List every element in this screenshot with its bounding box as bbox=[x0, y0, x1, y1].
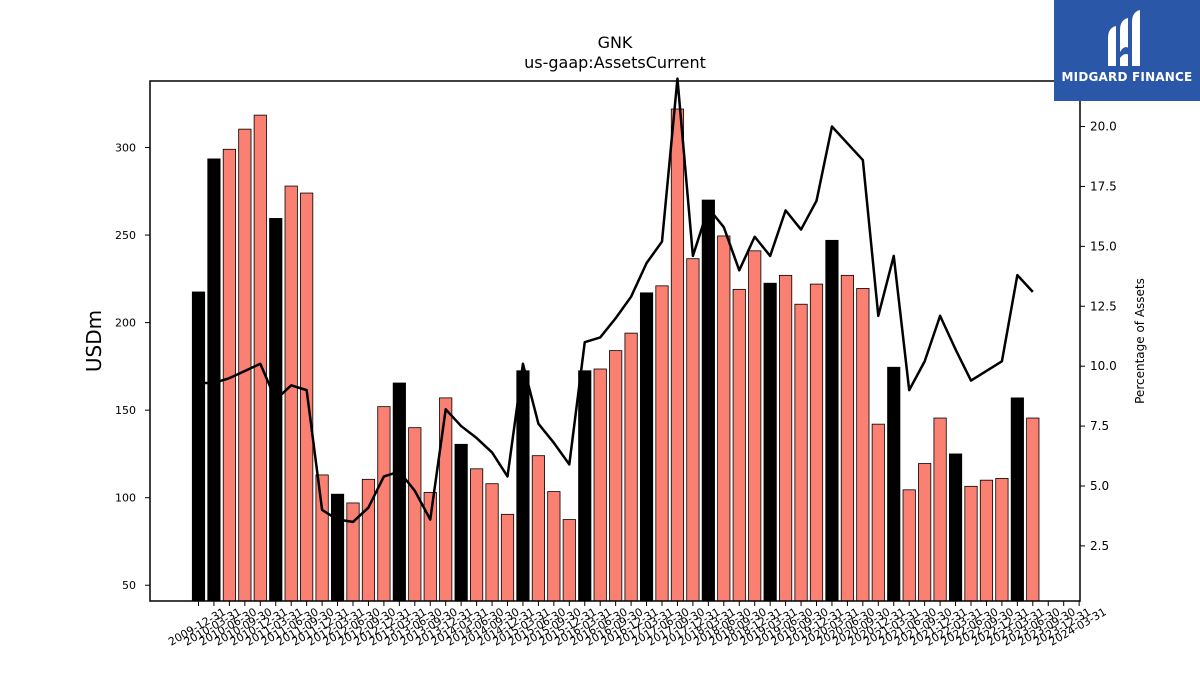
bar-2011-06-30 bbox=[284, 185, 298, 602]
y2-tick-label: 2.5 bbox=[1090, 539, 1109, 553]
y2-tick-label: 10.0 bbox=[1090, 359, 1117, 373]
plot-frame bbox=[149, 80, 1081, 602]
bar-2018-09-30 bbox=[732, 288, 746, 602]
bar-2015-12-31 bbox=[562, 519, 576, 602]
y2-tick-label: 15.0 bbox=[1090, 239, 1117, 253]
chart-title: GNK bbox=[598, 33, 633, 52]
y2-tick-label: 12.5 bbox=[1090, 299, 1117, 313]
bar-2015-06-30 bbox=[531, 455, 545, 602]
y2-tick-label: 5.0 bbox=[1090, 479, 1109, 493]
bar-2019-06-30 bbox=[779, 274, 793, 602]
bar-2013-09-30 bbox=[423, 492, 437, 602]
bar-2016-06-30 bbox=[593, 368, 607, 602]
bar-2022-12-31 bbox=[995, 478, 1009, 602]
bar-2020-03-31 bbox=[825, 239, 839, 602]
bar-2017-09-30 bbox=[670, 108, 685, 602]
y2-tick-label: 7.5 bbox=[1090, 419, 1109, 433]
bar-2022-09-30 bbox=[979, 479, 994, 602]
bar-2014-03-31 bbox=[454, 443, 468, 602]
bar-2017-12-31 bbox=[686, 258, 700, 602]
bar-2013-03-31 bbox=[392, 382, 406, 602]
y2-tick-label: 17.5 bbox=[1090, 179, 1117, 193]
bar-2010-09-30 bbox=[238, 128, 252, 602]
brand-logo: MIDGARD FINANCE bbox=[1054, 0, 1200, 101]
bar-2017-06-30 bbox=[655, 285, 669, 602]
y-tick-label: 150 bbox=[115, 404, 136, 417]
bar-2009-12-31 bbox=[191, 291, 206, 602]
bar-2014-09-30 bbox=[485, 483, 499, 602]
y-tick-label: 50 bbox=[122, 579, 136, 592]
bar-2021-09-30 bbox=[918, 463, 932, 602]
brand-name: MIDGARD FINANCE bbox=[1061, 70, 1193, 84]
bar-2010-12-31 bbox=[253, 114, 267, 602]
bar-2013-12-31 bbox=[439, 397, 453, 602]
bar-2018-03-31 bbox=[701, 199, 715, 602]
bar-2011-12-31 bbox=[315, 474, 329, 602]
bar-2020-09-30 bbox=[856, 288, 870, 602]
bar-2021-12-31 bbox=[933, 417, 947, 602]
y-tick-label: 300 bbox=[115, 142, 136, 155]
y2-axis-label: Percentage of Assets bbox=[1133, 278, 1147, 404]
y-tick-label: 250 bbox=[115, 229, 136, 242]
bar-2014-06-30 bbox=[470, 468, 484, 602]
ratio-line-layer bbox=[198, 77, 1034, 524]
bar-2020-06-30 bbox=[840, 274, 854, 602]
y2-tick-label: 20.0 bbox=[1090, 120, 1117, 134]
bar-2016-12-31 bbox=[624, 332, 638, 602]
bar-2013-06-30 bbox=[408, 427, 422, 602]
midgard-logo-icon bbox=[1108, 10, 1140, 66]
y-axis-label: USDm bbox=[82, 310, 106, 372]
bar-2019-09-30 bbox=[794, 303, 808, 602]
bar-2015-09-30 bbox=[547, 491, 561, 602]
x-axis: 2009-12-312010-03-312010-06-302010-09-30… bbox=[166, 601, 1109, 649]
bar-2017-03-31 bbox=[639, 292, 654, 602]
y-axis-right: 2.5 5.0 7.5 10.0 12.5 15.0 17.5 20.0 bbox=[1080, 120, 1117, 553]
bar-2023-03-31 bbox=[1010, 397, 1024, 602]
bar-2011-03-31 bbox=[269, 218, 283, 602]
bar-2014-12-31 bbox=[500, 513, 515, 602]
bar-2018-06-30 bbox=[717, 235, 731, 602]
bar-2021-06-30 bbox=[902, 489, 916, 602]
bar-2019-12-31 bbox=[809, 283, 824, 602]
bars bbox=[191, 108, 1040, 602]
bar-2018-12-31 bbox=[748, 250, 762, 602]
y-tick-label: 200 bbox=[115, 317, 136, 330]
bar-2021-03-31 bbox=[887, 366, 901, 602]
bar-2010-03-31 bbox=[207, 158, 221, 602]
bar-2022-03-31 bbox=[948, 453, 963, 602]
bar-2019-03-31 bbox=[763, 282, 777, 602]
bar-2022-06-30 bbox=[964, 485, 978, 602]
bar-2012-12-31 bbox=[377, 406, 391, 602]
bar-2020-12-31 bbox=[871, 423, 885, 602]
bar-2015-03-31 bbox=[516, 370, 530, 602]
chart-subtitle: us-gaap:AssetsCurrent bbox=[524, 53, 706, 72]
y-tick-label: 100 bbox=[115, 492, 136, 505]
percentage-line bbox=[198, 77, 1034, 524]
y-axis-left: 50 100 150 200 250 300 bbox=[115, 142, 150, 592]
bar-2012-03-31 bbox=[330, 493, 345, 602]
bar-2016-09-30 bbox=[609, 350, 623, 602]
bar-2016-03-31 bbox=[578, 370, 592, 602]
bar-2023-06-30 bbox=[1026, 417, 1040, 602]
